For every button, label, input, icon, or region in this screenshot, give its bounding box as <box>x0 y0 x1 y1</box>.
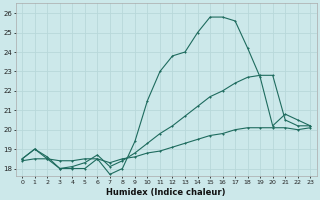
X-axis label: Humidex (Indice chaleur): Humidex (Indice chaleur) <box>107 188 226 197</box>
